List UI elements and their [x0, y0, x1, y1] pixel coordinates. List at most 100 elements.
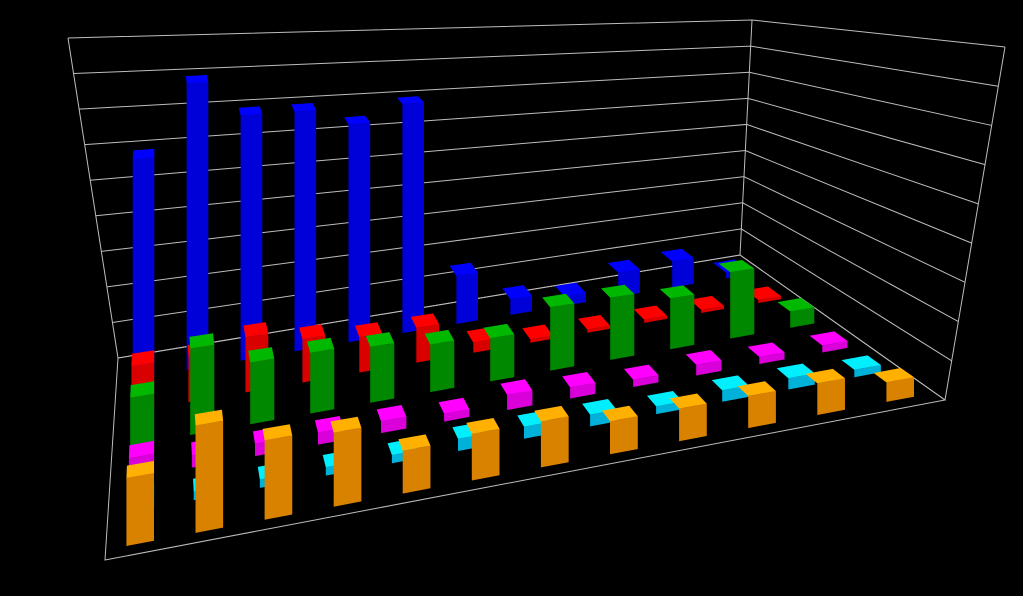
bar-top: [466, 418, 500, 434]
bar-top: [777, 298, 815, 312]
bar-top: [805, 368, 845, 384]
bar: [633, 305, 667, 323]
bar-front: [348, 122, 371, 343]
bar-front: [490, 334, 515, 382]
bar-front: [886, 377, 914, 402]
bar-top: [185, 75, 209, 84]
bar: [466, 418, 500, 481]
bar-front: [570, 382, 596, 399]
bar-front: [126, 473, 154, 546]
bar-top: [483, 323, 515, 339]
bar-top: [262, 424, 293, 441]
bar-top: [355, 322, 383, 338]
bar-top: [718, 260, 755, 273]
bar-top: [126, 460, 154, 478]
bar: [365, 332, 395, 403]
bar-top: [398, 434, 431, 451]
bar: [669, 393, 707, 442]
bar: [248, 347, 275, 425]
bar-front: [587, 325, 610, 333]
bar-front: [264, 435, 293, 520]
bar-front: [790, 307, 815, 328]
bar-front: [540, 416, 569, 468]
bar-front: [444, 409, 470, 422]
bar-front: [633, 375, 659, 387]
bar: [307, 337, 335, 414]
bar-top: [376, 405, 407, 422]
bar-top: [132, 148, 155, 160]
bar-front: [644, 315, 667, 323]
bar-top: [555, 282, 586, 297]
bar-front: [510, 295, 532, 315]
bar-top: [841, 355, 881, 370]
bar-top: [248, 347, 275, 363]
bar: [424, 329, 455, 393]
bar-front: [822, 341, 848, 353]
bar-front: [748, 391, 776, 429]
bar: [130, 381, 155, 446]
bar: [747, 342, 785, 364]
bar-front: [817, 378, 845, 415]
bar-top: [410, 313, 440, 328]
bar-front: [679, 403, 707, 442]
wall-edge: [67, 37, 119, 359]
bar-top: [307, 337, 335, 353]
bar-top: [522, 324, 554, 340]
bar-top: [685, 350, 722, 365]
bar-top: [189, 333, 215, 349]
bar-front: [132, 157, 155, 379]
bar-front: [701, 305, 724, 313]
bar-front: [550, 303, 575, 371]
bar: [376, 405, 407, 434]
bar: [534, 405, 569, 468]
grid-line: [95, 150, 972, 244]
bar: [809, 331, 848, 353]
bar: [185, 75, 209, 370]
bar-front: [530, 335, 554, 343]
bar-top: [660, 248, 694, 262]
bar-top: [607, 259, 640, 273]
bar: [805, 368, 845, 415]
bar: [601, 284, 635, 360]
bar-top: [659, 285, 695, 299]
bar: [291, 103, 317, 352]
bar-front: [370, 343, 395, 403]
bar-front: [788, 373, 815, 390]
bar: [718, 260, 755, 339]
bar-front: [759, 352, 785, 364]
bar: [194, 409, 224, 533]
bar: [238, 106, 263, 361]
bar: [685, 350, 722, 376]
bar-top: [602, 405, 638, 422]
bar-front: [696, 360, 722, 376]
bar: [344, 115, 371, 343]
bar-front: [402, 102, 424, 334]
grid-line: [101, 176, 966, 283]
grid-line: [73, 45, 999, 87]
bar: [522, 324, 554, 343]
bar: [398, 434, 431, 494]
grid-line: [90, 123, 979, 205]
bar-front: [310, 348, 335, 414]
bar-top: [689, 295, 724, 310]
grid-line: [67, 19, 1006, 48]
bar-top: [131, 350, 155, 367]
bar-top: [438, 397, 470, 414]
bar: [132, 148, 155, 379]
bar-top: [562, 372, 596, 388]
bar-front: [471, 428, 500, 481]
bar-top: [365, 332, 395, 347]
bar: [776, 363, 815, 390]
grid-line: [106, 202, 959, 322]
bar-front: [240, 113, 263, 361]
wall-edge: [739, 19, 753, 256]
bar-top: [534, 405, 569, 422]
bar: [745, 286, 781, 303]
bar-top: [776, 363, 815, 379]
bar-front: [381, 416, 407, 434]
bar: [777, 298, 815, 328]
bar-top: [424, 329, 455, 345]
bar-front: [430, 340, 455, 393]
bar-top: [500, 379, 533, 395]
